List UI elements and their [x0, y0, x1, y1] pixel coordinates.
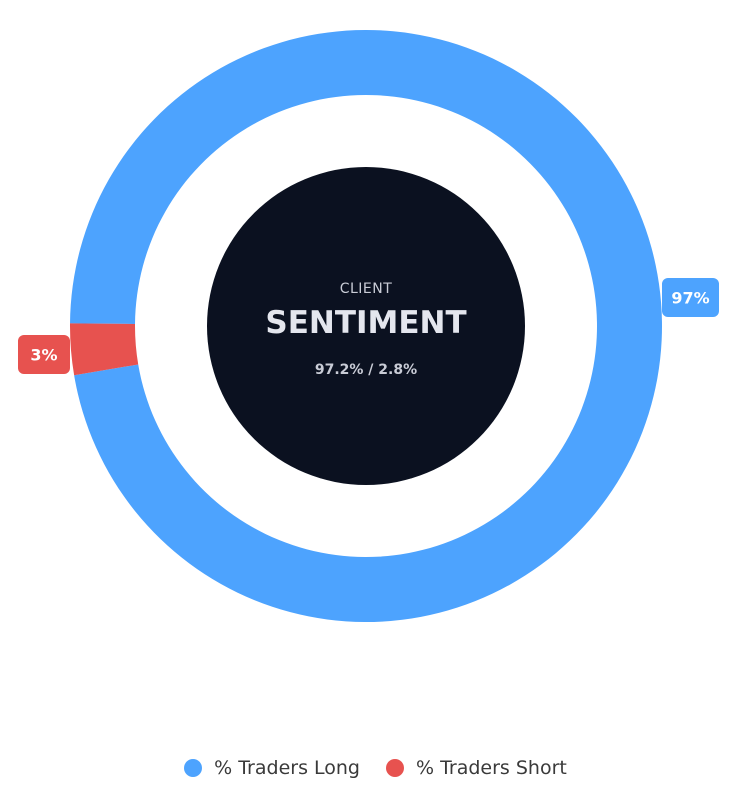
data-label-long: 97%: [662, 278, 719, 317]
legend-label-short: % Traders Short: [415, 757, 567, 779]
center-subtitle: CLIENT: [340, 281, 393, 297]
data-label-long-box: [662, 278, 719, 317]
center-title: SENTIMENT: [265, 305, 466, 341]
data-labels: 97% 3%: [18, 278, 719, 374]
data-label-short: 3%: [18, 335, 70, 374]
slice-short[interactable]: [70, 323, 139, 376]
data-label-long-text: 97%: [671, 289, 709, 308]
legend-swatch-short: [385, 759, 404, 777]
legend-item-short[interactable]: % Traders Short: [385, 757, 567, 779]
donut-slices: [70, 29, 662, 622]
center-ratio: 97.2% / 2.8%: [315, 362, 417, 378]
legend-swatch-long: [184, 759, 203, 777]
data-label-short-text: 3%: [30, 346, 57, 365]
legend-label-long: % Traders Long: [214, 757, 360, 779]
legend: % Traders Long % Traders Short: [0, 754, 751, 782]
data-label-short-box: [18, 335, 70, 374]
center-disc: [207, 167, 525, 485]
legend-item-long[interactable]: % Traders Long: [184, 757, 360, 779]
